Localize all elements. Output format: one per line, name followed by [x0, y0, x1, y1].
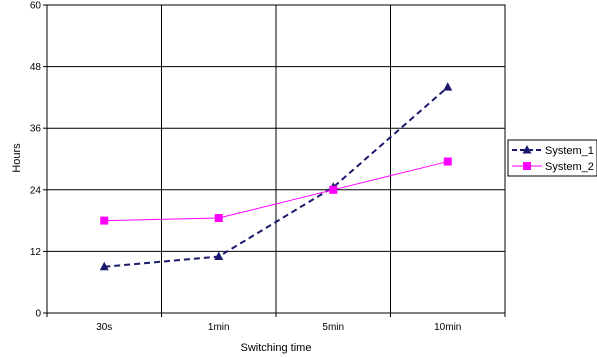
x-axis-title: Switching time: [241, 342, 312, 354]
series-line: [104, 86, 449, 268]
data-point: [443, 157, 452, 166]
y-tick-label: 48: [30, 62, 42, 73]
y-tick-label: 60: [30, 1, 42, 12]
y-tick-labels: 0 12 24 36 48 60: [30, 1, 42, 320]
legend-item: System_1: [512, 145, 594, 157]
legend: System_1 System_2: [507, 139, 597, 177]
data-point: [100, 216, 109, 225]
data-point: [329, 185, 338, 194]
y-axis-title: Hours: [11, 143, 23, 173]
y-tick-label: 12: [30, 247, 42, 258]
legend-box: [507, 139, 597, 177]
x-tick-labels: 30s 1min 5min 10min: [96, 322, 461, 333]
y-tick-label: 36: [30, 124, 42, 135]
x-tick-label: 10min: [434, 322, 461, 333]
series-layer: [99, 82, 453, 271]
data-point: [214, 214, 223, 223]
data-point: [443, 82, 453, 91]
grid: [43, 4, 506, 317]
series-line: [104, 161, 448, 222]
legend-label: System_2: [545, 161, 594, 173]
legend-marker: [523, 162, 531, 170]
data-point: [99, 261, 109, 271]
y-tick-label: 0: [35, 309, 41, 320]
legend-item: System_2: [512, 161, 594, 173]
legend-label: System_1: [545, 145, 594, 157]
y-tick-label: 24: [30, 185, 42, 196]
x-tick-label: 30s: [96, 322, 112, 333]
series-2: [100, 157, 452, 225]
data-point: [214, 251, 224, 261]
x-tick-label: 5min: [322, 322, 344, 333]
x-tick-label: 1min: [208, 322, 230, 333]
legend-marker: [522, 145, 532, 154]
